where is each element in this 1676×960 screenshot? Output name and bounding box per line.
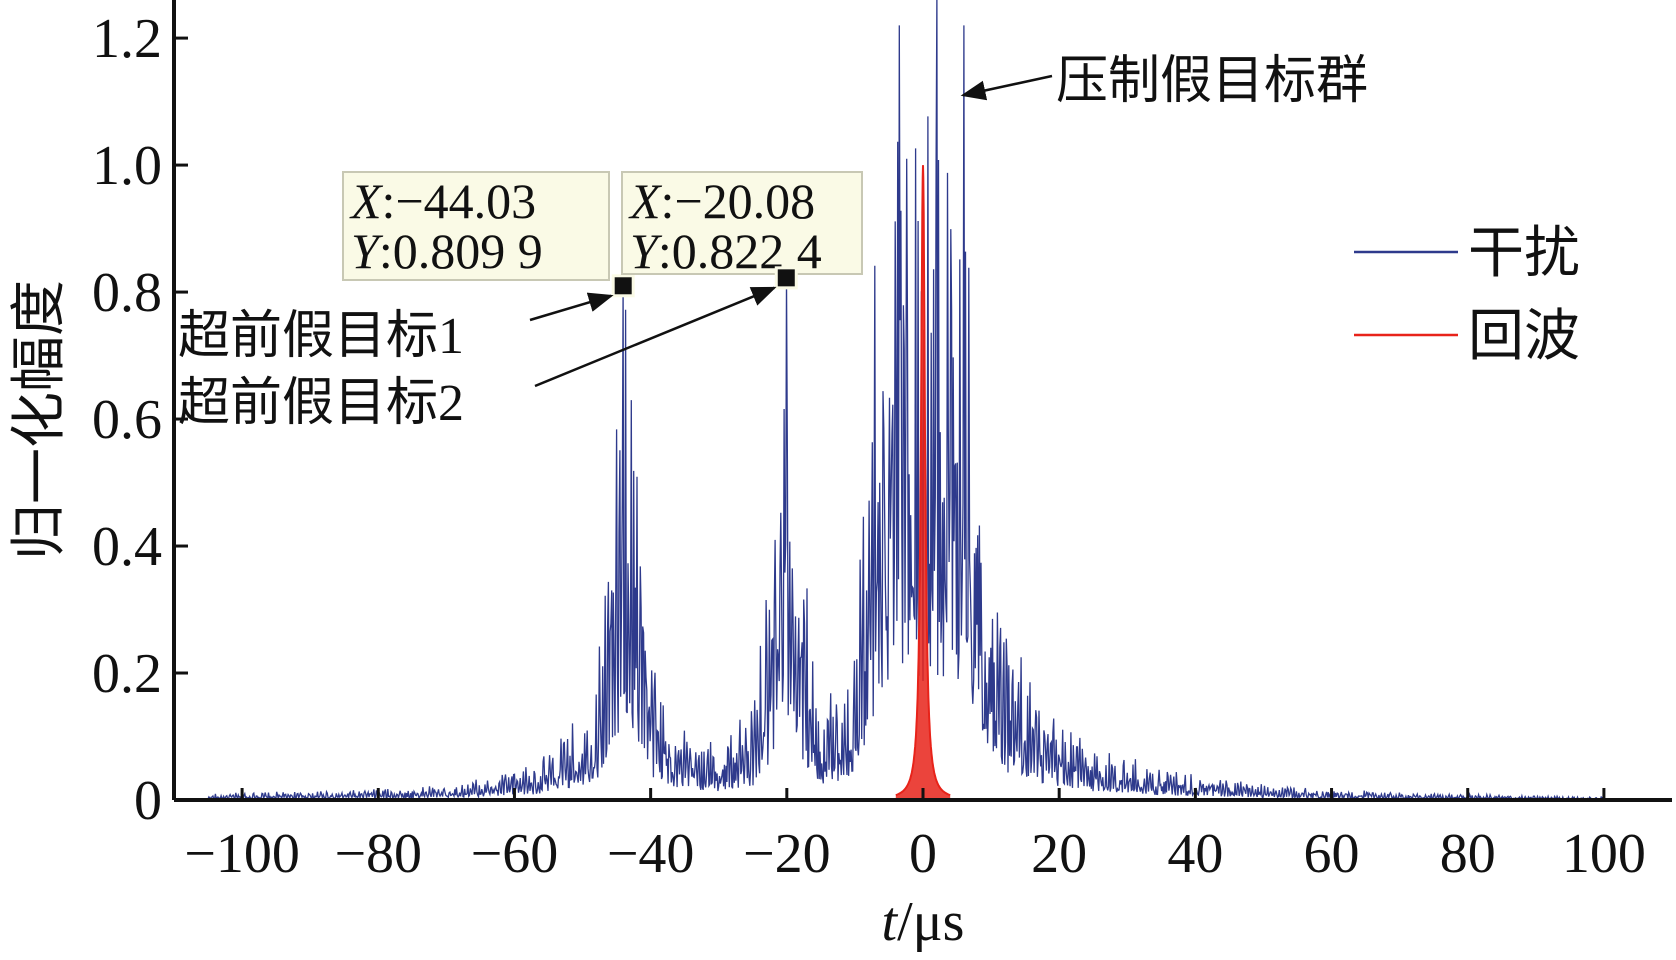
y-tick-label: 0 — [134, 770, 162, 832]
annotation-label: 超前假目标1 — [178, 308, 464, 365]
x-tick-label: 0 — [909, 823, 937, 885]
x-tick-label: −80 — [334, 823, 422, 885]
x-tick-label: −40 — [607, 823, 695, 885]
data-tip-x-label: X — [628, 173, 663, 229]
series-echo-fill — [895, 165, 951, 801]
data-tip-x: X:−20.08 — [628, 173, 815, 229]
series-interference-line — [207, 0, 1605, 802]
x-tick-label: 80 — [1440, 823, 1496, 885]
x-tick-label: 40 — [1167, 823, 1223, 885]
y-tick-label: 0.6 — [92, 389, 162, 451]
x-tick-label: 20 — [1031, 823, 1087, 885]
x-tick-label: −100 — [184, 823, 300, 885]
data-tip-y-label: Y — [351, 223, 384, 279]
y-tick-label: 1.0 — [92, 135, 162, 197]
data-tip-marker — [611, 274, 635, 298]
data-tip-marker — [774, 266, 798, 290]
data-tip-y-label: Y — [630, 223, 663, 279]
x-axis-variable: t — [882, 891, 899, 953]
data-tip-x-value: :−44.03 — [382, 173, 537, 229]
legend-label: 干扰 — [1468, 223, 1580, 285]
y-axis-title: 归一化幅度 — [9, 280, 71, 560]
data-tip-y: Y:0.822 4 — [630, 223, 822, 279]
y-tick-label: 1.2 — [92, 8, 162, 70]
x-tick-label: 60 — [1304, 823, 1360, 885]
x-tick-label: 100 — [1562, 823, 1646, 885]
legend-label: 回波 — [1468, 306, 1580, 368]
data-tip-y-value: :0.809 9 — [379, 223, 543, 279]
x-tick-label: −20 — [743, 823, 831, 885]
x-axis-unit: /μs — [897, 891, 964, 953]
y-tick-label: 0.4 — [92, 516, 162, 578]
y-tick-label: 0.8 — [92, 262, 162, 324]
data-tip-x: X:−44.03 — [349, 173, 536, 229]
annotation-label: 超前假目标2 — [178, 375, 464, 432]
annotation-arrow — [529, 292, 614, 322]
data-tip-x-label: X — [349, 173, 384, 229]
data-tip-y: Y:0.809 9 — [351, 223, 543, 279]
data-tip-box — [621, 171, 863, 275]
annotation-arrow — [960, 74, 1053, 101]
y-tick-label: 0.2 — [92, 643, 162, 705]
annotation-arrow — [534, 286, 777, 388]
data-tip-x-value: :−20.08 — [661, 173, 816, 229]
x-tick-label: −60 — [471, 823, 559, 885]
x-axis-title: t/μs — [882, 891, 965, 953]
data-tip-box — [342, 171, 610, 281]
annotation-label: 压制假目标群 — [1056, 53, 1368, 110]
